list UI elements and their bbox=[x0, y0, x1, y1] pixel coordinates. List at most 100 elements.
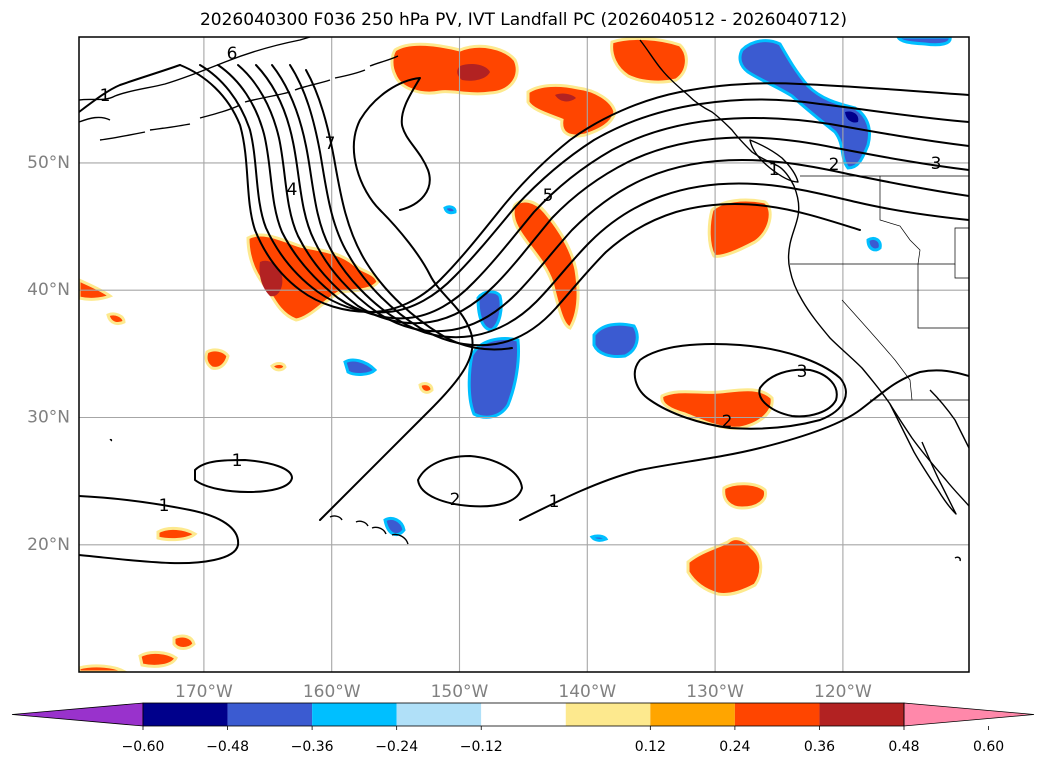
contour-line bbox=[237, 64, 969, 325]
pv-positive-region bbox=[172, 634, 196, 650]
contour-label: 4 bbox=[287, 180, 298, 200]
pv-positive-region bbox=[686, 537, 763, 596]
pv-negative-region bbox=[476, 290, 503, 332]
latitude-label: 20°N bbox=[27, 535, 70, 555]
pv-positive-region bbox=[526, 83, 617, 138]
colorbar-segment bbox=[565, 703, 651, 726]
pv-negative-region bbox=[896, 37, 952, 47]
pv-negative-region bbox=[589, 534, 609, 542]
contour-line bbox=[519, 369, 969, 521]
colorbar-tick-label: 0.36 bbox=[804, 739, 835, 755]
pv-positive-region bbox=[106, 312, 126, 325]
pv-shading bbox=[79, 37, 952, 672]
colorbar-tick-label: −0.12 bbox=[460, 739, 503, 755]
longitude-label: 130°W bbox=[686, 682, 744, 702]
contour-line bbox=[79, 495, 240, 565]
coastlines bbox=[79, 37, 969, 562]
colorbar-segment bbox=[312, 703, 397, 726]
contour-line bbox=[194, 459, 293, 493]
ivt-contours bbox=[79, 64, 969, 565]
contour-label: 1 bbox=[549, 492, 560, 512]
colorbar-segment bbox=[396, 703, 482, 726]
contour-label: 5 bbox=[543, 186, 554, 206]
latitude-label: 30°N bbox=[27, 408, 70, 428]
pv-negative-region bbox=[343, 358, 378, 376]
colorbar-tick-label: −0.48 bbox=[206, 739, 249, 755]
colorbar-tick-label: 0.24 bbox=[719, 739, 750, 755]
longitude-label: 170°W bbox=[175, 682, 233, 702]
contour-label: 2 bbox=[450, 490, 461, 510]
pv-positive-core bbox=[259, 260, 283, 297]
pv-positive-region bbox=[418, 382, 434, 394]
contour-labels: 1 1 1 2 1 2 3 6 7 4 5 1 2 3 1 bbox=[100, 44, 942, 516]
longitude-labels: 170°W 160°W 150°W 140°W 130°W 120°W bbox=[175, 682, 872, 702]
colorbar-frame bbox=[142, 702, 905, 727]
pv-positive-region bbox=[722, 482, 768, 510]
colorbar-segment bbox=[650, 703, 735, 726]
pv-negative-region bbox=[592, 322, 639, 358]
contour-label: 3 bbox=[797, 362, 808, 382]
longitude-label: 150°W bbox=[431, 682, 489, 702]
colorbar-tick-label: 0.48 bbox=[888, 739, 919, 755]
contour-label: 6 bbox=[227, 44, 238, 64]
pv-negative-region bbox=[383, 516, 406, 537]
pv-negative-region bbox=[467, 337, 520, 419]
contour-line bbox=[199, 64, 969, 314]
colorbar-tick-label: 0.12 bbox=[635, 739, 666, 755]
latitude-labels: 50°N 40°N 30°N 20°N bbox=[27, 153, 70, 555]
contour-line bbox=[79, 64, 181, 113]
contour-label: 1 bbox=[159, 496, 170, 516]
contour-line bbox=[417, 455, 523, 508]
pv-positive-region bbox=[511, 199, 580, 330]
colorbar-tick-label: −0.36 bbox=[291, 739, 334, 755]
colorbar-segment bbox=[734, 703, 820, 726]
pv-positive-region bbox=[138, 650, 178, 668]
pv-negative-region bbox=[443, 205, 457, 215]
pv-positive-region bbox=[390, 42, 519, 96]
colorbar-segment bbox=[227, 703, 313, 726]
contour-line bbox=[217, 64, 969, 320]
contour-line bbox=[319, 77, 474, 521]
pv-positive-core bbox=[457, 64, 490, 81]
latitude-label: 40°N bbox=[27, 280, 70, 300]
contour-line bbox=[271, 64, 969, 339]
contour-line bbox=[289, 64, 861, 347]
contour-label: 2 bbox=[829, 155, 840, 175]
contour-label: 1 bbox=[232, 451, 243, 471]
contour-line bbox=[179, 64, 969, 313]
contour-label: 2 bbox=[722, 412, 733, 432]
pv-positive-region bbox=[204, 348, 230, 370]
contour-label: 7 bbox=[325, 134, 336, 154]
longitude-label: 160°W bbox=[303, 682, 361, 702]
pv-negative-core bbox=[845, 111, 859, 123]
pv-positive-region bbox=[79, 664, 128, 672]
graticule bbox=[79, 37, 969, 672]
colorbar-tick-label: 0.60 bbox=[973, 739, 1004, 755]
map-frame bbox=[78, 36, 970, 673]
contour-line bbox=[633, 342, 847, 430]
longitude-label: 120°W bbox=[814, 682, 872, 702]
pv-negative-region bbox=[866, 236, 882, 252]
colorbar-segment bbox=[143, 703, 228, 726]
pv-positive-region bbox=[610, 37, 688, 84]
contour-label: 1 bbox=[100, 86, 111, 106]
contour-label: 3 bbox=[931, 154, 942, 174]
colorbar-segment bbox=[481, 703, 566, 726]
political-borders bbox=[790, 175, 969, 401]
colorbar-segment bbox=[819, 703, 904, 726]
pv-positive-region bbox=[156, 526, 198, 542]
pv-positive-region bbox=[707, 198, 772, 258]
latitude-label: 50°N bbox=[27, 153, 70, 173]
longitude-label: 140°W bbox=[558, 682, 616, 702]
colorbar: −0.60 −0.48 −0.36 −0.24 −0.12 0.12 0.24 0.36 0.4… bbox=[11, 702, 1035, 755]
colorbar-tick-label: −0.60 bbox=[122, 739, 165, 755]
contour-label: 1 bbox=[769, 160, 780, 180]
pv-positive-region bbox=[270, 362, 287, 372]
colorbar-extend-low bbox=[11, 702, 144, 727]
colorbar-extend-high bbox=[903, 702, 1035, 727]
colorbar-tick-label: −0.24 bbox=[375, 739, 418, 755]
contour-line bbox=[305, 69, 513, 351]
contour-line bbox=[255, 64, 969, 333]
pv-positive-core bbox=[555, 93, 576, 102]
